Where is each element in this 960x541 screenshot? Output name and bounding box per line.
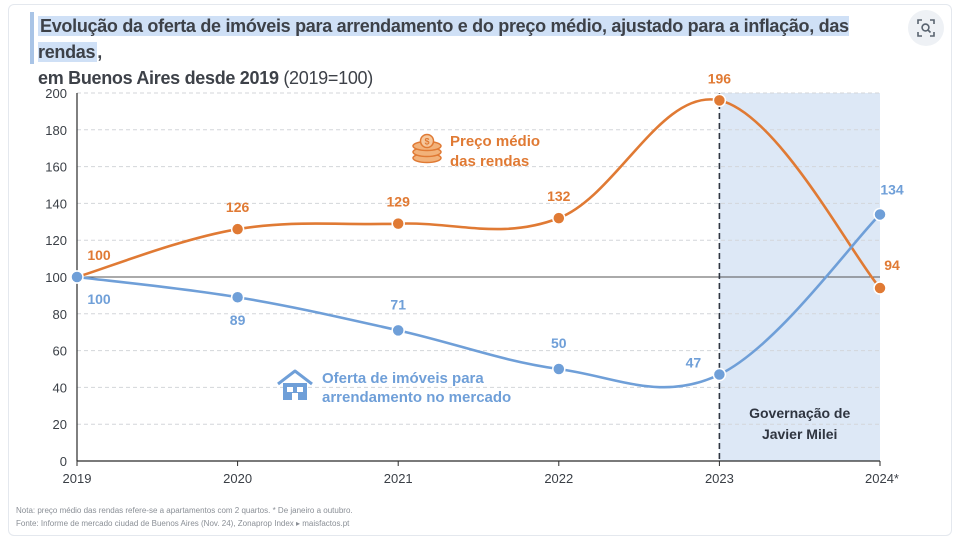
series-group bbox=[70, 93, 887, 389]
title-line-2-suffix: (2019=100) bbox=[283, 68, 373, 88]
oferta-point-2021 bbox=[391, 323, 405, 338]
legend-oferta-line-1: Oferta de imóveis para bbox=[322, 370, 484, 387]
preco-point-2021 bbox=[391, 216, 405, 231]
oferta-label-2020: 89 bbox=[230, 312, 246, 328]
footnote-line-2: Fonte: Informe de mercado ciudad de Buen… bbox=[16, 519, 350, 528]
shaded-region-label-line-2: Javier Milei bbox=[762, 426, 838, 442]
y-tick-label-200: 200 bbox=[45, 86, 67, 101]
title-line-2: em Buenos Aires desde 2019 bbox=[38, 68, 279, 88]
y-axis-ticks: 0 20 40 60 80 100 120 140 160 180 200 bbox=[45, 86, 67, 469]
oferta-point-2024* bbox=[873, 207, 887, 222]
preco-label-2022: 132 bbox=[547, 188, 571, 204]
legend-preco-line-1: Preço médio bbox=[450, 133, 540, 150]
x-tick-label-2024*: 2024* bbox=[865, 471, 899, 486]
oferta-point-2020 bbox=[230, 290, 245, 304]
oferta-label-2024*: 134 bbox=[880, 181, 904, 197]
oferta-point-2019 bbox=[70, 270, 84, 284]
x-tick-label-2019: 2019 bbox=[63, 471, 92, 486]
preco-label-2023: 196 bbox=[708, 70, 732, 86]
preco-point-2022 bbox=[552, 211, 566, 225]
lens-icon[interactable] bbox=[908, 10, 944, 46]
y-tick-label-120: 120 bbox=[45, 233, 67, 248]
oferta-point-2022 bbox=[552, 362, 566, 376]
preco-label-2019: 100 bbox=[87, 247, 111, 263]
y-tick-label-140: 140 bbox=[45, 196, 67, 211]
y-tick-label-40: 40 bbox=[53, 380, 67, 395]
preco-label-2020: 126 bbox=[226, 199, 250, 215]
y-tick-label-160: 160 bbox=[45, 160, 67, 175]
preco-label-2024*: 94 bbox=[884, 257, 900, 273]
y-tick-label-80: 80 bbox=[53, 307, 67, 322]
y-tick-label-20: 20 bbox=[53, 417, 67, 432]
x-tick-label-2022: 2022 bbox=[544, 471, 573, 486]
data-labels: 100 126 129 132 196 94 100 89 71 50 47 134 bbox=[87, 70, 904, 370]
oferta-point-2023 bbox=[712, 367, 727, 382]
oferta-label-2022: 50 bbox=[551, 335, 567, 351]
svg-text:$: $ bbox=[424, 137, 429, 147]
shaded-region-label: Governação de Javier Milei bbox=[749, 405, 850, 442]
x-tick-label-2023: 2023 bbox=[705, 471, 734, 486]
footnote-line-1: Nota: preço médio das rendas refere-se a… bbox=[16, 506, 353, 515]
y-tick-label-100: 100 bbox=[45, 270, 67, 285]
legend-oferta-line-2: arrendamento no mercado bbox=[322, 389, 511, 406]
oferta-label-2023: 47 bbox=[686, 355, 702, 371]
title-accent-bar bbox=[30, 12, 34, 64]
y-tick-label-60: 60 bbox=[53, 344, 67, 359]
y-tick-label-180: 180 bbox=[45, 123, 67, 138]
preco-point-2024* bbox=[873, 281, 887, 295]
chart-title: Evolução da oferta de imóveis para arren… bbox=[38, 13, 898, 91]
preco-label-2021: 129 bbox=[387, 194, 411, 210]
preco-point-2020 bbox=[230, 222, 245, 236]
legend-preco-line-2: das rendas bbox=[450, 153, 529, 170]
preco-point-2023 bbox=[712, 93, 727, 108]
house-icon bbox=[277, 369, 313, 400]
coins-icon: $ bbox=[412, 133, 442, 164]
x-tick-label-2020: 2020 bbox=[223, 471, 252, 486]
series-line-oferta bbox=[75, 213, 882, 389]
y-tick-label-0: 0 bbox=[60, 454, 67, 469]
footnotes: Nota: preço médio das rendas refere-se a… bbox=[16, 504, 353, 530]
oferta-label-2019: 100 bbox=[87, 291, 111, 307]
x-axis-ticks: 2019 2020 2021 2022 2023 2024* bbox=[63, 461, 899, 486]
x-tick-label-2021: 2021 bbox=[384, 471, 413, 486]
title-line-1-suffix: , bbox=[97, 42, 102, 62]
oferta-label-2021: 71 bbox=[390, 296, 406, 312]
shaded-region-label-line-1: Governação de bbox=[749, 405, 850, 421]
